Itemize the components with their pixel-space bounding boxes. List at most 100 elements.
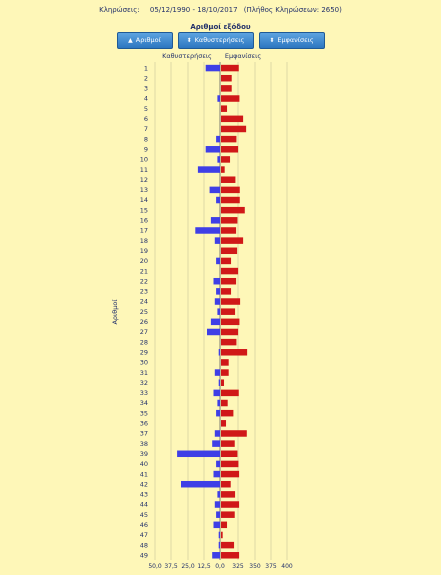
appearance-bar — [221, 135, 237, 143]
appearance-bar — [221, 186, 240, 194]
category-label: 25 — [140, 308, 148, 316]
appearance-bar — [221, 338, 237, 346]
delay-bar — [216, 135, 220, 143]
delay-bar — [217, 491, 220, 498]
delay-bar — [177, 450, 220, 458]
appearance-bar — [221, 64, 239, 72]
x-tick-label: 37,5 — [164, 563, 178, 570]
delay-bar — [218, 531, 220, 539]
sort-buttons: ▲ Αριθμοί ⬍ Καθυστερήσεις ⬍ Εμφανίσεις — [0, 32, 441, 49]
appearance-bar — [221, 409, 234, 417]
category-label: 47 — [140, 531, 148, 539]
delay-bar — [213, 521, 220, 529]
chart-bars — [177, 64, 248, 559]
appearance-bar — [221, 491, 236, 498]
sort-by-delays-label: Καθυστερήσεις — [194, 36, 245, 44]
category-label: 3 — [144, 85, 148, 93]
category-label: 10 — [140, 156, 148, 164]
category-label: 43 — [140, 491, 148, 499]
category-label: 7 — [144, 125, 148, 133]
delay-bar — [216, 460, 220, 468]
delay-bar — [181, 480, 220, 488]
appearance-bar — [221, 227, 237, 234]
sort-by-appearances-label: Εμφανίσεις — [277, 36, 314, 44]
appearance-bar — [221, 480, 231, 488]
draws-header: Κληρώσεις: 05/12/1990 - 18/10/2017 (Πλήθ… — [0, 6, 441, 14]
appearance-bar — [221, 156, 231, 163]
x-tick-label: 12,5 — [197, 563, 211, 570]
category-label: 34 — [140, 399, 148, 407]
appearance-bar — [221, 237, 244, 244]
appearance-bar — [221, 166, 225, 173]
x-tick-label: 350 — [249, 563, 261, 570]
sort-by-number-button[interactable]: ▲ Αριθμοί — [116, 32, 173, 49]
category-label: 20 — [140, 257, 148, 265]
category-label: 32 — [140, 379, 148, 387]
x-tick-label: 0,0 — [215, 563, 225, 570]
sort-asc-icon: ▲ — [128, 37, 133, 44]
delay-bar — [213, 277, 220, 285]
category-label: 12 — [140, 176, 148, 184]
category-label: 1 — [144, 64, 148, 72]
category-label: 35 — [140, 409, 148, 417]
delay-bar — [212, 440, 220, 447]
appearance-bar — [221, 521, 228, 529]
delay-bar — [213, 389, 220, 397]
delay-bar — [214, 237, 220, 244]
appearance-bar — [221, 257, 232, 265]
category-label: 11 — [140, 166, 148, 174]
draws-count: (Πλήθος Κληρώσεων: 2650) — [243, 6, 342, 14]
category-label: 45 — [140, 511, 148, 519]
appearance-bar — [221, 552, 240, 559]
delay-bar — [195, 227, 220, 234]
category-label: 40 — [140, 460, 148, 468]
appearance-bar — [221, 541, 235, 549]
category-label: 2 — [144, 74, 148, 82]
delay-bar — [210, 217, 220, 224]
category-label: 23 — [140, 288, 148, 296]
category-label: 44 — [140, 501, 148, 509]
appearance-bar — [221, 308, 236, 315]
category-label: 30 — [140, 359, 148, 367]
delay-bar — [214, 430, 220, 437]
appearance-bar — [221, 389, 239, 397]
category-label: 16 — [140, 217, 148, 225]
appearance-bar — [221, 399, 228, 407]
appearance-bar — [221, 379, 225, 386]
draws-label: Κληρώσεις: — [99, 6, 140, 14]
appearance-bar — [221, 267, 239, 275]
chart-labels: 50,0 37,5 25,0 12,5 0,0 325 350 375 400123456789… — [140, 64, 293, 570]
delay-bar — [216, 409, 220, 417]
delay-bar — [216, 511, 220, 518]
category-label: 21 — [140, 267, 148, 275]
x-tick-label: 400 — [281, 563, 293, 570]
category-label: 17 — [140, 227, 148, 235]
category-label: 36 — [140, 420, 148, 428]
category-label: 4 — [144, 95, 148, 103]
appearance-bar — [221, 247, 238, 255]
delay-bar — [218, 379, 220, 386]
sort-by-delays-button[interactable]: ⬍ Καθυστερήσεις — [177, 32, 254, 49]
appearance-bar — [221, 531, 223, 539]
delay-bar — [216, 196, 220, 204]
category-label: 24 — [140, 298, 148, 306]
delay-bar — [213, 470, 220, 478]
appearance-bar — [221, 440, 235, 447]
delay-bar — [216, 257, 220, 265]
x-tick-label: 375 — [265, 563, 277, 570]
appearance-bar — [221, 318, 240, 326]
category-label: 49 — [140, 551, 148, 559]
category-label: 38 — [140, 440, 148, 448]
category-label: 8 — [144, 135, 148, 143]
delay-bar — [218, 349, 220, 356]
category-label: 33 — [140, 389, 148, 397]
appearance-bar — [221, 217, 238, 224]
category-label: 26 — [140, 318, 148, 326]
appearance-bar — [221, 511, 235, 518]
delay-bar — [218, 541, 220, 549]
appearance-bar — [221, 125, 247, 133]
sort-by-appearances-button[interactable]: ⬍ Εμφανίσεις — [258, 32, 325, 49]
sort-title: Αριθμοί εξόδου — [190, 23, 251, 31]
right-series-label: Εμφανίσεις — [225, 52, 261, 60]
